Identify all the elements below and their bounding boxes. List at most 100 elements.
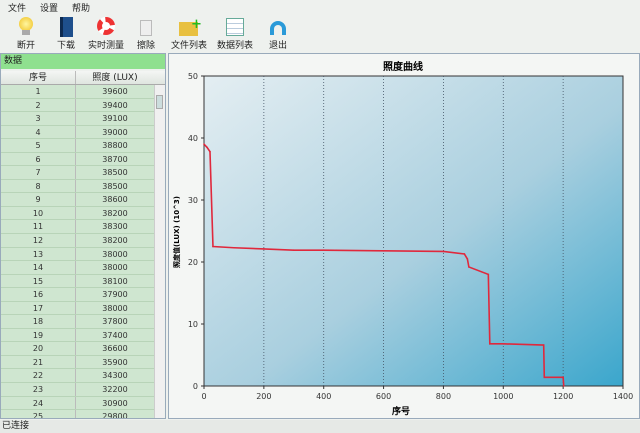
cell-index: 13: [1, 247, 76, 261]
table-row[interactable]: 3 39100: [1, 112, 154, 126]
y-tick-label: 30: [188, 196, 198, 205]
cell-index: 18: [1, 315, 76, 328]
panel-title: 数据: [1, 54, 165, 69]
x-tick-label: 0: [201, 392, 206, 401]
cell-index: 21: [1, 355, 76, 369]
table-row[interactable]: 13 38000: [1, 247, 154, 262]
y-tick-label: 50: [188, 72, 198, 81]
table-row[interactable]: 23 32200: [1, 383, 154, 397]
trash-icon: [135, 17, 157, 37]
table-row[interactable]: 20 36600: [1, 342, 154, 356]
cell-lux: 38700: [102, 154, 128, 164]
table-row[interactable]: 2 39400: [1, 98, 154, 113]
toolbar: 断开 下载 实时测量 擦除 + 文件列表 数据列表 退出: [0, 15, 640, 52]
data-table: 1 39600 2 39400 3 39100 4 39000 5 38800 6 38700 7 385…: [1, 85, 154, 418]
data-list-button[interactable]: 数据列表: [212, 15, 258, 52]
cell-index: 15: [1, 274, 76, 288]
table-row[interactable]: 16 37900: [1, 288, 154, 302]
cell-index: 8: [1, 179, 76, 193]
column-header-index[interactable]: 序号: [1, 71, 76, 84]
download-button[interactable]: 下载: [46, 15, 86, 52]
table-row[interactable]: 1 39600: [1, 85, 154, 99]
cell-lux: 29800: [102, 412, 128, 418]
data-point: [562, 385, 565, 387]
cell-index: 1: [1, 85, 76, 98]
table-row[interactable]: 8 38500: [1, 179, 154, 194]
x-axis-label: 序号: [392, 405, 410, 417]
cell-index: 17: [1, 301, 76, 315]
cell-lux: 36600: [102, 344, 128, 354]
data-point: [463, 253, 466, 255]
cell-index: 5: [1, 139, 76, 152]
table-row[interactable]: 19 37400: [1, 328, 154, 343]
y-tick-label: 0: [193, 382, 198, 391]
series-line: [203, 143, 565, 387]
cell-index: 25: [1, 410, 76, 418]
disconnect-button[interactable]: 断开: [6, 15, 46, 52]
menu-file[interactable]: 文件: [8, 4, 27, 14]
y-tick-label: 10: [188, 320, 198, 329]
file-list-button[interactable]: + 文件列表: [170, 17, 207, 51]
cell-lux: 35900: [102, 357, 128, 367]
table-row[interactable]: 17 38000: [1, 301, 154, 316]
menu-help[interactable]: 帮助: [72, 4, 91, 14]
cell-lux: 37900: [102, 290, 128, 300]
data-point: [466, 258, 469, 260]
cell-index: 22: [1, 369, 76, 383]
cell-lux: 39400: [102, 100, 128, 110]
cell-index: 7: [1, 166, 76, 179]
table-row[interactable]: 11 38300: [1, 220, 154, 235]
table-row[interactable]: 18 37800: [1, 315, 154, 329]
illuminance-chart: 照度曲线 序号 照度值(LUX) (10^3) 0 200 400 600 800 100…: [172, 60, 633, 417]
lifebuoy-icon: [95, 17, 117, 37]
cell-lux: 38600: [102, 195, 128, 205]
column-header-lux[interactable]: 照度 (LUX): [92, 73, 138, 83]
cell-lux: 38800: [102, 141, 128, 151]
x-tick-label: 200: [256, 392, 271, 401]
cell-lux: 38300: [102, 222, 128, 232]
scrollbar[interactable]: [154, 85, 164, 418]
x-tick-label: 800: [436, 392, 451, 401]
data-point: [489, 343, 491, 345]
x-tick-label: 400: [316, 392, 331, 401]
table-row[interactable]: 4 39000: [1, 125, 154, 140]
table-row[interactable]: 12 38200: [1, 234, 154, 248]
cell-index: 23: [1, 383, 76, 396]
cell-index: 6: [1, 152, 76, 166]
status-bar: 已连接: [0, 420, 640, 433]
exit-arrow-icon: [267, 17, 289, 37]
table-row[interactable]: 7 38500: [1, 166, 154, 180]
menu-settings[interactable]: 设置: [40, 4, 59, 14]
table-row[interactable]: 22 34300: [1, 369, 154, 384]
table-row[interactable]: 21 35900: [1, 355, 154, 370]
data-point: [502, 343, 505, 345]
table-row[interactable]: 6 38700: [1, 152, 154, 167]
table-row[interactable]: 10 38200: [1, 206, 154, 221]
cell-lux: 37400: [102, 330, 128, 340]
data-point: [292, 249, 295, 252]
table-row[interactable]: 15 38100: [1, 274, 154, 289]
data-point: [209, 150, 211, 153]
cell-index: 2: [1, 98, 76, 112]
data-point: [542, 344, 545, 346]
exit-button[interactable]: 退出: [258, 15, 298, 52]
cell-lux: 37800: [102, 317, 128, 327]
table-row[interactable]: 24 30900: [1, 396, 154, 411]
data-point: [212, 245, 214, 248]
cell-lux: 39100: [102, 114, 128, 124]
scrollbar-thumb[interactable]: [156, 95, 163, 109]
table-row[interactable]: 9 38600: [1, 193, 154, 207]
erase-button[interactable]: 擦除: [126, 15, 166, 52]
data-point: [442, 250, 445, 253]
table-row[interactable]: 25 29800: [1, 410, 154, 418]
data-point: [382, 250, 385, 252]
cell-index: 19: [1, 328, 76, 342]
y-tick-label: 40: [188, 134, 198, 143]
realtime-measure-button[interactable]: 实时测量: [86, 15, 126, 52]
x-tick-label: 1200: [553, 392, 573, 401]
table-row[interactable]: 5 38800: [1, 139, 154, 153]
table-row[interactable]: 14 38000: [1, 261, 154, 275]
cell-lux: 34300: [102, 371, 128, 381]
x-tick-label: 1400: [613, 392, 633, 401]
data-panel: 数据 序号 照度 (LUX) 1 39600 2 39400 3 39100 4 39000 5…: [0, 53, 166, 419]
